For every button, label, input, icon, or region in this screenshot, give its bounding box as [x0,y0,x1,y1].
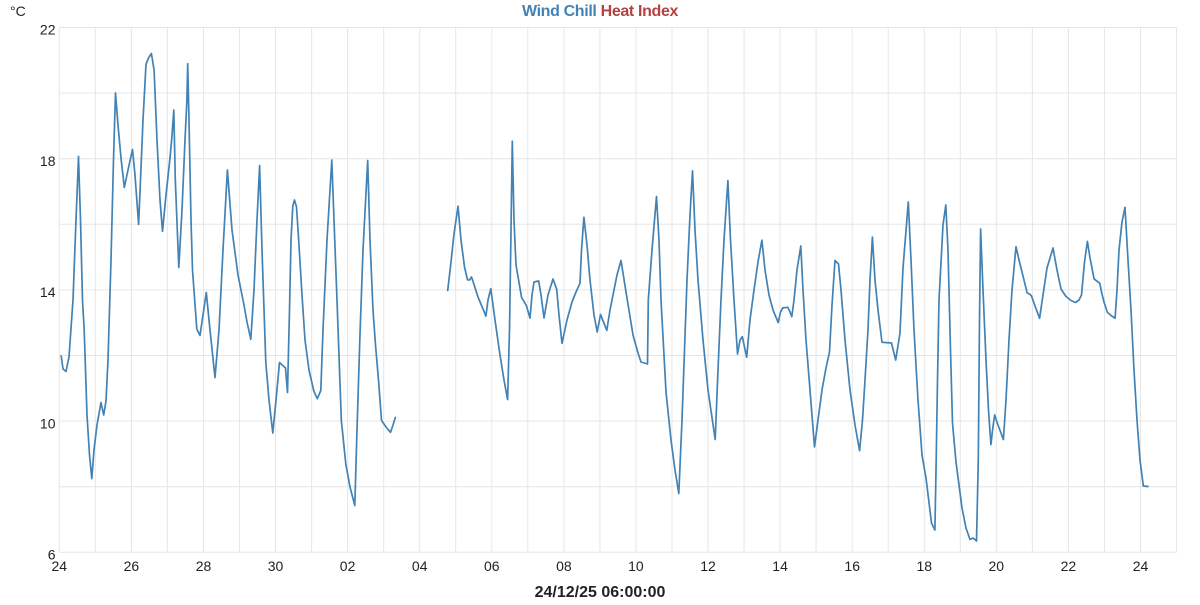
svg-text:°C: °C [10,3,26,19]
svg-text:06: 06 [484,558,500,574]
svg-text:02: 02 [340,558,356,574]
svg-text:18: 18 [917,558,933,574]
svg-text:24: 24 [1133,558,1149,574]
svg-text:12: 12 [700,558,716,574]
svg-text:Wind Chill Heat Index: Wind Chill Heat Index [522,3,679,20]
svg-text:30: 30 [268,558,284,574]
svg-text:6: 6 [48,547,56,563]
svg-text:10: 10 [628,558,644,574]
svg-text:22: 22 [1061,558,1077,574]
svg-text:08: 08 [556,558,572,574]
svg-text:28: 28 [196,558,212,574]
svg-text:14: 14 [772,558,788,574]
svg-text:16: 16 [844,558,860,574]
svg-text:18: 18 [40,153,56,169]
svg-text:14: 14 [40,284,56,300]
svg-text:24/12/25 06:00:00: 24/12/25 06:00:00 [535,584,666,600]
svg-text:04: 04 [412,558,428,574]
svg-text:10: 10 [40,415,56,431]
svg-text:24: 24 [52,558,68,574]
svg-text:26: 26 [124,558,140,574]
svg-text:22: 22 [40,22,56,38]
svg-text:20: 20 [989,558,1005,574]
